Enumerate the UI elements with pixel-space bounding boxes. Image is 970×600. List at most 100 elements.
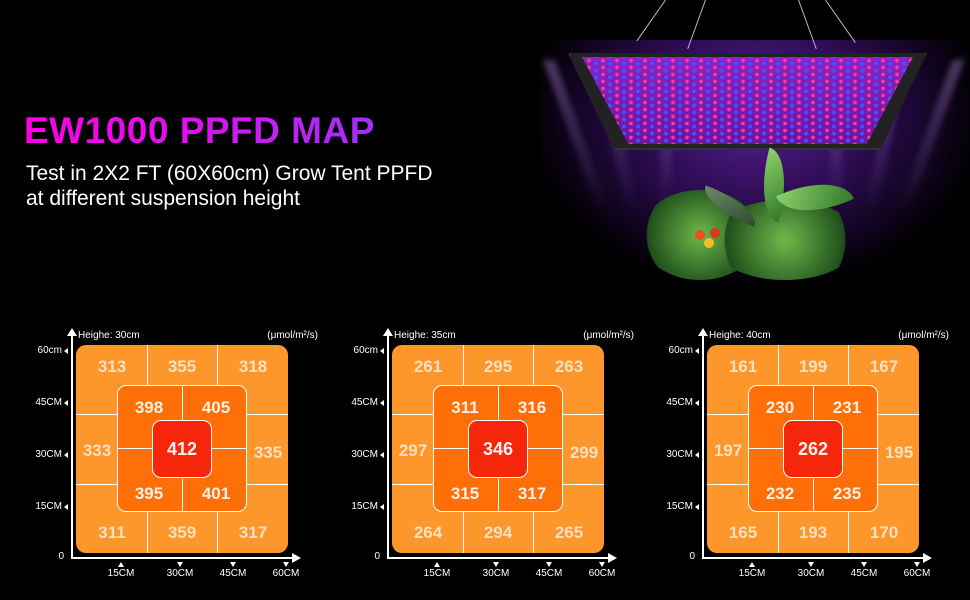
- tick-triangle-icon: [118, 562, 124, 567]
- y-tick: 45CM: [666, 397, 699, 408]
- y-tick-label: 45CM: [351, 397, 378, 408]
- y-tick-label: 30CM: [351, 449, 378, 460]
- tick-triangle-icon: [177, 562, 183, 567]
- led-array: [582, 57, 913, 144]
- ppfd-value: 199: [798, 357, 828, 376]
- x-tick-label: 30CM: [482, 568, 510, 579]
- chart-height-label: Heighe: 30cm: [78, 330, 140, 341]
- subtitle-line-1: Test in 2X2 FT (60X60cm) Grow Tent PPFD: [26, 162, 433, 185]
- ppfd-value: 395: [134, 484, 164, 503]
- chart-unit-label: (μmol/m²/s): [898, 330, 949, 341]
- middle-ring: 311 316 315 317: [433, 385, 563, 512]
- ppfd-value: 317: [517, 484, 547, 503]
- page-title: EW1000 PPFD MAP: [24, 110, 375, 151]
- ppfd-value: 295: [483, 357, 513, 376]
- ppfd-value: 232: [765, 484, 795, 503]
- grid-line: [76, 414, 117, 415]
- x-tick: 30CM: [476, 562, 516, 579]
- x-tick: 60CM: [582, 562, 622, 579]
- y-tick: 60cm: [669, 345, 699, 356]
- tick-triangle-icon: [283, 562, 289, 567]
- y-axis-arrow-icon: [698, 328, 708, 336]
- y-tick: 15CM: [351, 501, 384, 512]
- x-tick-label: 60CM: [903, 568, 931, 579]
- ppfd-value: 299: [569, 443, 599, 462]
- y-tick: 15CM: [35, 501, 68, 512]
- tick-triangle-icon: [380, 503, 384, 510]
- tick-triangle-icon: [808, 562, 814, 567]
- y-tick: 60cm: [354, 345, 384, 356]
- ppfd-value: 315: [450, 484, 480, 503]
- x-tick-label: 60CM: [588, 568, 616, 579]
- tick-triangle-icon: [695, 347, 699, 354]
- flower: [710, 228, 720, 238]
- tick-triangle-icon: [861, 562, 867, 567]
- tick-triangle-icon: [493, 562, 499, 567]
- ppfd-value: 316: [517, 398, 547, 417]
- y-tick-label: 60cm: [353, 345, 378, 356]
- grid-line: [878, 484, 919, 485]
- x-tick: 30CM: [791, 562, 831, 579]
- tick-triangle-icon: [64, 347, 68, 354]
- y-tick: 45CM: [35, 397, 68, 408]
- ppfd-value: 359: [167, 523, 197, 542]
- ppfd-value: 311: [98, 523, 126, 542]
- middle-ring: 230 231 232 235: [748, 385, 878, 512]
- x-tick: 45CM: [844, 562, 884, 579]
- grid-line: [392, 414, 433, 415]
- tick-triangle-icon: [599, 562, 605, 567]
- grid-line: [563, 484, 604, 485]
- tick-triangle-icon: [434, 562, 440, 567]
- y-tick-label: 30CM: [35, 449, 62, 460]
- grid-line: [247, 414, 288, 415]
- grid-line: [707, 414, 748, 415]
- tick-triangle-icon: [380, 399, 384, 406]
- ppfd-value: 264: [413, 523, 443, 542]
- y-tick-label: 15CM: [35, 501, 62, 512]
- grid-line: [848, 512, 849, 553]
- ppfd-value: 197: [713, 441, 743, 460]
- y-tick-label: 60cm: [37, 345, 62, 356]
- ppfd-value: 235: [832, 484, 862, 503]
- y-tick: 0: [58, 551, 64, 562]
- grid-line: [533, 345, 534, 385]
- ppfd-value: 230: [765, 398, 795, 417]
- ppfd-map-40cm: Heighe: 40cm (μmol/m²/s) 60cm 45CM 30CM …: [661, 325, 970, 595]
- x-tick: 15CM: [101, 562, 141, 579]
- ppfd-value: 165: [728, 523, 758, 542]
- chart-unit-label: (μmol/m²/s): [583, 330, 634, 341]
- ppfd-value: 333: [82, 441, 112, 460]
- tick-triangle-icon: [749, 562, 755, 567]
- tick-triangle-icon: [380, 347, 384, 354]
- y-axis: [387, 335, 389, 558]
- ppfd-value: 265: [554, 523, 584, 542]
- x-axis: [387, 557, 609, 559]
- y-tick-label: 15CM: [666, 501, 693, 512]
- y-tick-label: 45CM: [35, 397, 62, 408]
- outer-ring: 313 355 318 333 335 311 359 317 398 405 …: [76, 345, 288, 553]
- ppfd-value: 297: [398, 441, 428, 460]
- y-tick: 0: [689, 551, 695, 562]
- tick-triangle-icon: [695, 503, 699, 510]
- x-axis-arrow-icon: [292, 553, 301, 563]
- x-tick: 15CM: [417, 562, 457, 579]
- tick-triangle-icon: [230, 562, 236, 567]
- outer-ring: 161 199 167 197 195 165 193 170 230 231 …: [707, 345, 919, 553]
- x-tick-label: 45CM: [850, 568, 878, 579]
- tick-triangle-icon: [64, 399, 68, 406]
- chart-height-label: Heighe: 40cm: [709, 330, 771, 341]
- y-axis: [71, 335, 73, 558]
- x-tick-label: 45CM: [219, 568, 247, 579]
- tick-triangle-icon: [914, 562, 920, 567]
- y-tick-label: 15CM: [351, 501, 378, 512]
- ppfd-value: 294: [483, 523, 513, 542]
- grid-line: [463, 512, 464, 553]
- grid-line: [778, 345, 779, 385]
- grid-line: [533, 512, 534, 553]
- grid-line: [878, 414, 919, 415]
- grid-line: [848, 345, 849, 385]
- center-value: 262: [783, 420, 843, 478]
- ppfd-value: 231: [832, 398, 862, 417]
- grid-line: [707, 484, 748, 485]
- flower: [695, 230, 705, 240]
